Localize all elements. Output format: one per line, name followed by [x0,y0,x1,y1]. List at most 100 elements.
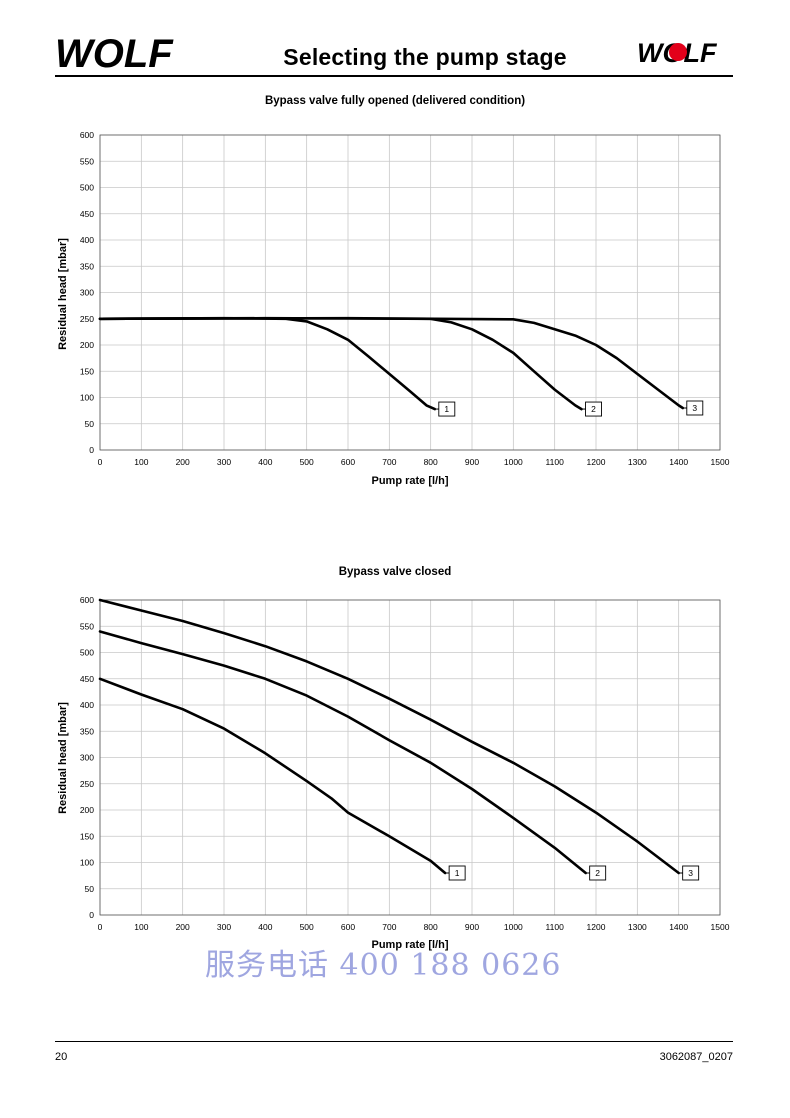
y-tick-label: 0 [89,445,94,455]
y-tick-label: 250 [80,314,94,324]
x-tick-label: 500 [300,457,314,467]
chart-series-tags: 1 2 3 [445,865,700,881]
x-tick-label: 200 [176,457,190,467]
wolf-logo-left: WOLF [55,33,190,73]
y-axis-label: Residual head [mbar] [57,702,69,814]
y-tick-label: 500 [80,183,94,193]
logo-red-dot [669,43,687,61]
x-tick-label: 900 [465,922,479,932]
page-title: Selecting the pump stage [283,44,567,70]
series-line-1 [98,316,437,411]
x-tick-label: 1000 [504,457,523,467]
x-tick-label: 700 [382,922,396,932]
y-tick-label: 250 [80,779,94,789]
x-tick-label: 300 [217,922,231,932]
series-tag-box [585,401,602,417]
y-tick-label: 50 [85,419,95,429]
y-axis-label: Residual head [mbar] [57,238,69,350]
y-tick-label: 550 [80,621,94,631]
series-line-3 [98,316,685,410]
chart-ticks: 0 100 200 300 400 500 600 700 800 900 1000 1100 1200… [80,130,730,467]
header-rule [55,75,733,77]
chart-grid [99,134,721,451]
y-tick-label: 100 [80,393,94,403]
series-tag-label: 2 [591,404,596,414]
series-line-2 [98,316,583,411]
chart-series-tags: 1 2 3 [434,400,704,417]
y-tick-label: 150 [80,831,94,841]
y-tick-label: 50 [85,884,95,894]
chart-bypass-closed: Bypass valve closed 0 100 200 300 400 500 600 7… [57,566,730,951]
series-line-1 [98,677,447,875]
series-tag-label: 1 [455,868,460,878]
series-tag-label: 2 [595,868,600,878]
chart-title: Bypass valve closed [339,566,452,578]
x-tick-label: 500 [300,922,314,932]
y-tick-label: 150 [80,366,94,376]
y-tick-label: 600 [80,595,94,605]
x-tick-label: 1400 [669,922,688,932]
x-tick-label: 0 [98,922,103,932]
chart-grid [99,599,721,916]
chart-title: Bypass valve fully opened (delivered con… [265,95,525,107]
x-tick-label: 600 [341,457,355,467]
doc-number: 3062087_0207 [659,1051,733,1063]
chart-lines [98,598,680,875]
x-tick-label: 300 [217,457,231,467]
x-axis-label: Pump rate [l/h] [371,475,448,487]
footer-rule [55,1041,733,1042]
x-tick-label: 400 [258,457,272,467]
plot-frame [99,599,721,916]
wolf-logo-right: WOLF [637,38,727,66]
page-number: 20 [55,1051,68,1063]
y-tick-label: 400 [80,235,94,245]
series-tag-box [682,865,700,881]
x-tick-label: 1200 [587,922,606,932]
y-tick-label: 350 [80,726,94,736]
y-tick-label: 500 [80,648,94,658]
x-tick-label: 1000 [504,922,523,932]
chart-ticks: 0 100 200 300 400 500 600 700 800 900 1000 1100 1200… [80,595,730,932]
watermark-phone: 服务电话 400 188 0626 [205,948,562,983]
y-tick-label: 450 [80,209,94,219]
x-tick-label: 800 [424,922,438,932]
series-tag-box [589,865,607,881]
chart-bypass-open: Bypass valve fully opened (delivered con… [57,95,730,487]
series-line-2 [98,630,587,875]
y-tick-label: 0 [89,910,94,920]
plot-frame [99,134,721,451]
y-tick-label: 100 [80,858,94,868]
x-tick-label: 0 [98,457,103,467]
series-tag-label: 3 [688,868,693,878]
y-tick-label: 550 [80,156,94,166]
y-tick-label: 300 [80,288,94,298]
chart-lines [98,316,685,411]
x-tick-label: 1500 [711,457,730,467]
series-tag-label: 1 [444,404,449,414]
x-tick-label: 200 [176,922,190,932]
y-tick-label: 200 [80,340,94,350]
x-tick-label: 100 [134,457,148,467]
series-tag-box [686,400,704,416]
wolf-logo-red-icon: WOLF [637,38,718,66]
y-tick-label: 600 [80,130,94,140]
series-tag-box [438,401,456,417]
x-axis-label: Pump rate [l/h] [371,939,448,951]
x-tick-label: 1400 [669,457,688,467]
x-tick-label: 900 [465,457,479,467]
x-tick-label: 1100 [546,922,565,932]
x-tick-label: 400 [258,922,272,932]
series-line-3 [98,598,680,875]
x-tick-label: 1300 [628,922,647,932]
y-tick-label: 300 [80,753,94,763]
series-tag-label: 3 [692,403,697,413]
x-tick-label: 1500 [711,922,730,932]
y-tick-label: 200 [80,805,94,815]
y-tick-label: 450 [80,674,94,684]
wolf-logo-icon: WOLF [55,33,174,73]
y-tick-label: 350 [80,261,94,271]
x-tick-label: 700 [382,457,396,467]
x-tick-label: 100 [134,922,148,932]
series-tag-box [448,865,466,881]
x-tick-label: 800 [424,457,438,467]
